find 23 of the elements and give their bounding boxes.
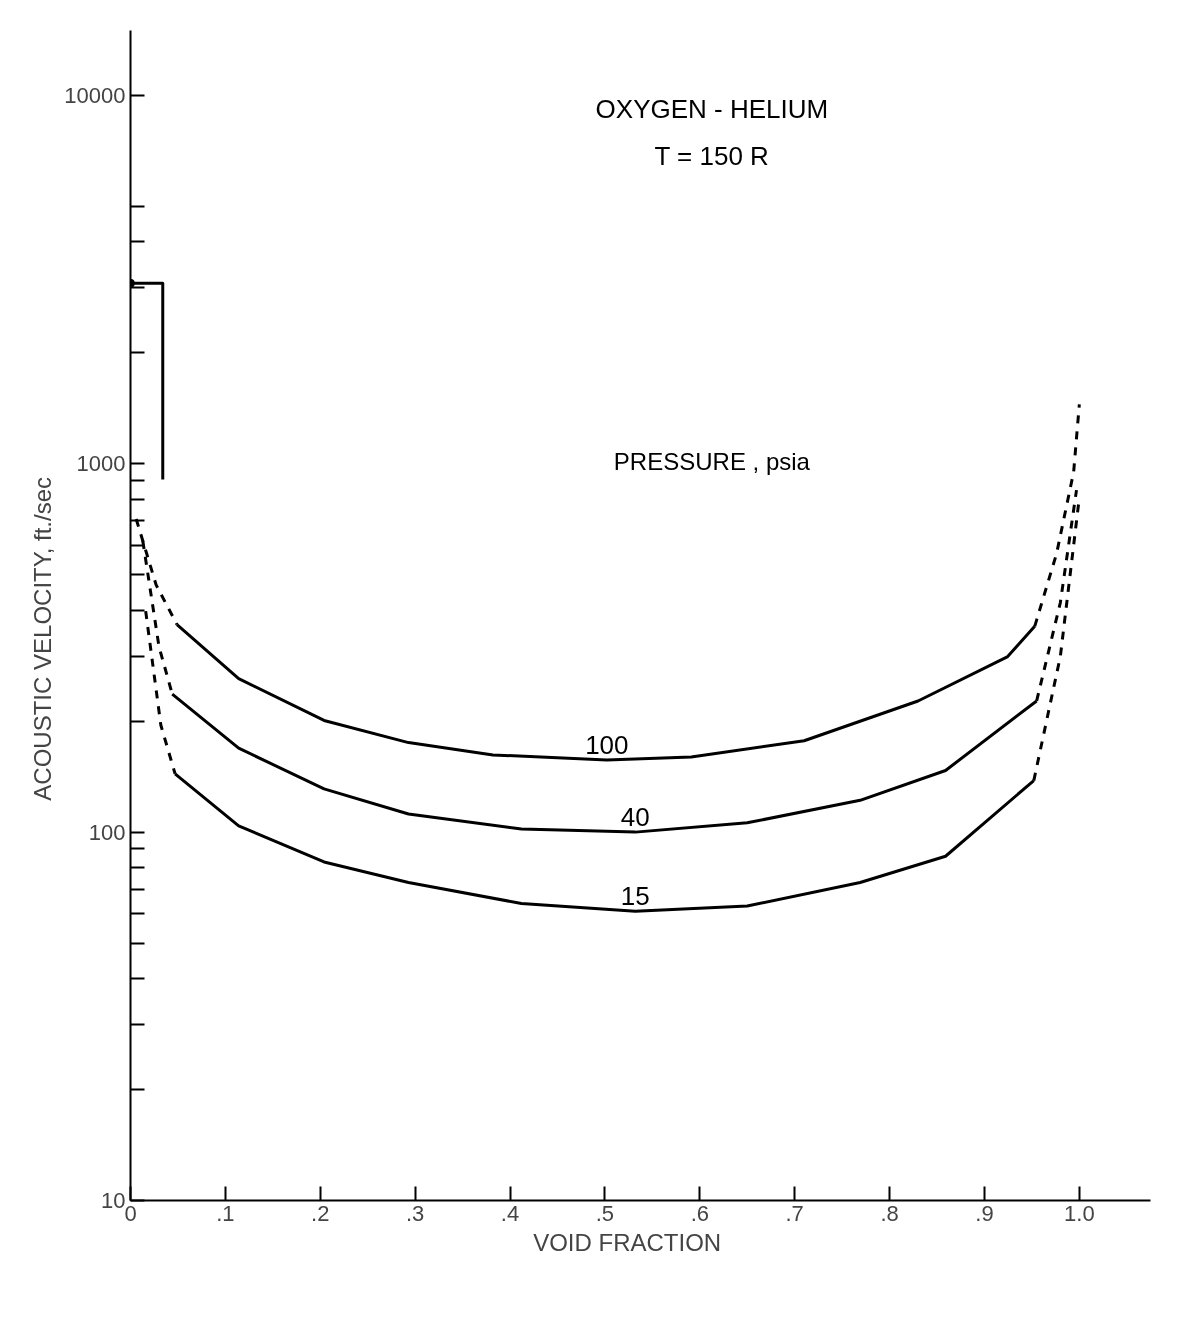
x-tick-label: .9 [975, 1200, 994, 1226]
x-tick-label: .3 [405, 1200, 425, 1226]
y-tick-label: 10000 [64, 82, 126, 108]
x-tick-label: 1.0 [1064, 1200, 1095, 1226]
x-tick-label: .8 [880, 1200, 899, 1226]
x-tick-label: .5 [595, 1200, 615, 1226]
legend-title: PRESSURE , psia [613, 448, 811, 476]
y-tick-label: 10 [101, 1188, 126, 1213]
x-tick-label: 0 [124, 1200, 137, 1226]
series-label: 100 [585, 729, 629, 760]
series-label: 40 [620, 802, 650, 833]
x-tick-label: .2 [311, 1200, 330, 1226]
x-tick-label: .6 [690, 1200, 709, 1226]
text: T = 150 R [654, 140, 769, 171]
series-label: 15 [620, 881, 650, 912]
x-axis-title: VOID FRACTION [533, 1228, 722, 1256]
text: OXYGEN - HELIUM [595, 94, 829, 125]
x-tick-label: .4 [500, 1200, 520, 1226]
y-tick-label: 100 [88, 819, 126, 845]
y-tick-label: 1000 [76, 451, 126, 477]
y-axis-title: ACOUSTIC VELOCITY, ft./sec [29, 477, 57, 801]
x-tick-label: .1 [216, 1200, 235, 1226]
x-tick-label: .7 [785, 1200, 804, 1226]
